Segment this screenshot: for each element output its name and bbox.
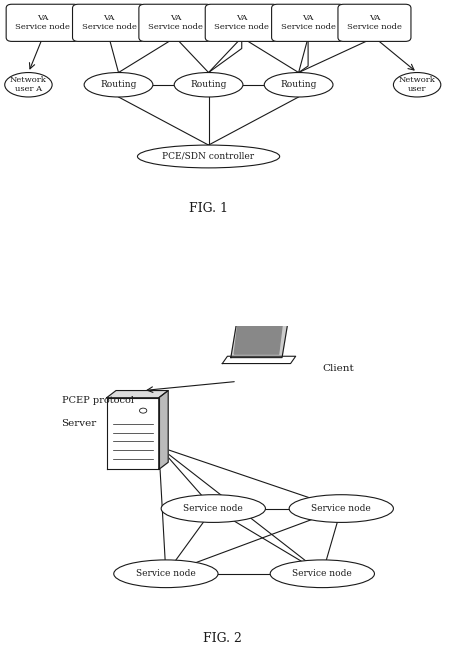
Polygon shape bbox=[222, 356, 296, 364]
Text: Client: Client bbox=[322, 364, 354, 373]
FancyBboxPatch shape bbox=[139, 5, 212, 42]
Text: FIG. 2: FIG. 2 bbox=[203, 632, 242, 645]
Ellipse shape bbox=[264, 72, 333, 97]
Ellipse shape bbox=[393, 72, 441, 97]
Ellipse shape bbox=[84, 72, 153, 97]
FancyBboxPatch shape bbox=[6, 5, 79, 42]
Ellipse shape bbox=[174, 72, 243, 97]
Text: Network
user A: Network user A bbox=[10, 76, 47, 93]
Ellipse shape bbox=[5, 72, 52, 97]
Circle shape bbox=[139, 408, 147, 413]
FancyBboxPatch shape bbox=[73, 5, 146, 42]
Text: FIG. 1: FIG. 1 bbox=[189, 202, 228, 215]
Polygon shape bbox=[107, 391, 168, 398]
FancyBboxPatch shape bbox=[205, 5, 278, 42]
Text: Routing: Routing bbox=[100, 80, 137, 89]
Text: PCEP protocol: PCEP protocol bbox=[62, 396, 134, 406]
Text: Service node: Service node bbox=[136, 569, 196, 578]
Text: PCE/SDN controller: PCE/SDN controller bbox=[163, 152, 255, 161]
Text: Routing: Routing bbox=[191, 80, 227, 89]
Polygon shape bbox=[231, 316, 289, 357]
Text: Service node: Service node bbox=[311, 504, 371, 513]
Text: VA
Service node: VA Service node bbox=[82, 14, 137, 31]
Ellipse shape bbox=[289, 495, 393, 522]
Text: VA
Service node: VA Service node bbox=[347, 14, 402, 31]
Text: VA
Service node: VA Service node bbox=[214, 14, 269, 31]
Ellipse shape bbox=[270, 560, 374, 587]
Text: Service node: Service node bbox=[292, 569, 352, 578]
Polygon shape bbox=[107, 398, 159, 469]
Ellipse shape bbox=[161, 495, 265, 522]
Text: Server: Server bbox=[62, 419, 97, 428]
Polygon shape bbox=[159, 391, 168, 469]
Text: VA
Service node: VA Service node bbox=[15, 14, 70, 31]
Polygon shape bbox=[234, 319, 283, 354]
Text: Routing: Routing bbox=[281, 80, 317, 89]
Text: VA
Service node: VA Service node bbox=[148, 14, 203, 31]
Ellipse shape bbox=[114, 560, 218, 587]
Text: VA
Service node: VA Service node bbox=[281, 14, 336, 31]
Text: Network
user: Network user bbox=[399, 76, 436, 93]
Ellipse shape bbox=[137, 145, 280, 168]
Text: Service node: Service node bbox=[183, 504, 243, 513]
FancyBboxPatch shape bbox=[272, 5, 345, 42]
FancyBboxPatch shape bbox=[338, 5, 411, 42]
